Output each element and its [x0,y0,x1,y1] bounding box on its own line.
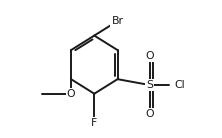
Text: S: S [146,80,153,90]
Text: O: O [145,109,154,119]
Text: O: O [145,51,154,61]
Text: F: F [91,118,97,128]
Text: Cl: Cl [174,80,185,90]
Text: O: O [67,89,75,99]
Text: Br: Br [111,16,123,26]
